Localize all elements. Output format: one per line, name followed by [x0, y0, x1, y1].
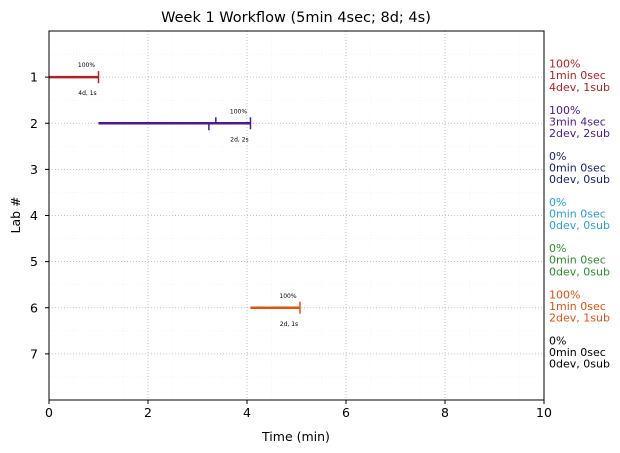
lab-6-percent-label: 100% — [279, 293, 296, 300]
y-tick-label: 5 — [30, 254, 38, 269]
bars-layer: 100% 4d, 1s 100% 2d, 2s 100% 2d, 1s — [49, 62, 301, 328]
chart-title: Week 1 Workflow (5min 4sec; 8d; 4s) — [161, 10, 431, 26]
x-tick-label: 6 — [342, 405, 350, 420]
y-tick-label: 7 — [30, 346, 38, 361]
lab-7-summary-line-3: 0dev, 0sub — [549, 358, 610, 371]
lab-2-summary-line-2: 3min 4sec — [549, 115, 606, 128]
y-tick-label: 6 — [30, 300, 38, 315]
lab-7-summary-line-2: 0min 0sec — [549, 346, 606, 359]
x-axis-label: Time (min) — [261, 429, 330, 444]
lab-5-summary-line-2: 0min 0sec — [549, 254, 606, 267]
y-tick-label: 3 — [30, 162, 38, 177]
y-axis-label: Lab # — [8, 196, 23, 233]
y-tick-label: 2 — [30, 116, 38, 131]
lab-3-summary-line-2: 0min 0sec — [549, 161, 606, 174]
x-tick-label: 0 — [45, 405, 53, 420]
lab-6-summary-line-1: 100% — [549, 288, 580, 301]
x-tick-label: 10 — [536, 405, 552, 420]
lab-7-summary-line-1: 0% — [549, 334, 566, 347]
lab-2-percent-label: 100% — [230, 108, 247, 115]
lab-4-summary-line-2: 0min 0sec — [549, 208, 606, 221]
x-tick-label: 8 — [441, 405, 449, 420]
lab-3-summary-line-1: 0% — [549, 150, 566, 163]
lab-2-summary-line-3: 2dev, 2sub — [549, 127, 610, 140]
y-tick-label: 1 — [30, 70, 38, 85]
lab-5-summary-line-3: 0dev, 0sub — [549, 265, 610, 278]
lab-6-summary-line-2: 1min 0sec — [549, 300, 606, 313]
lab-4-summary-line-1: 0% — [549, 196, 566, 209]
lab-6-summary-line-3: 2dev, 1sub — [549, 311, 610, 324]
lab-1-detail-label: 4d, 1s — [78, 90, 96, 97]
lab-4-summary-line-3: 0dev, 0sub — [549, 219, 610, 232]
lab-1-percent-label: 100% — [78, 62, 95, 69]
x-tick-label: 2 — [144, 405, 152, 420]
lab-2-summary-line-1: 100% — [549, 104, 580, 117]
lab-1-summary-line-3: 4dev, 1sub — [549, 81, 610, 94]
lab-1-summary-line-2: 1min 0sec — [549, 69, 606, 82]
lab-5-summary-line-1: 0% — [549, 242, 566, 255]
lab-1-summary-line-1: 100% — [549, 58, 580, 71]
y-tick-label: 4 — [30, 208, 38, 223]
lab-6-detail-label: 2d, 1s — [280, 321, 298, 328]
lab-2-detail-label: 2d, 2s — [230, 136, 248, 143]
x-tick-label: 4 — [243, 405, 251, 420]
grid — [49, 31, 544, 400]
lab-3-summary-line-3: 0dev, 0sub — [549, 173, 610, 186]
